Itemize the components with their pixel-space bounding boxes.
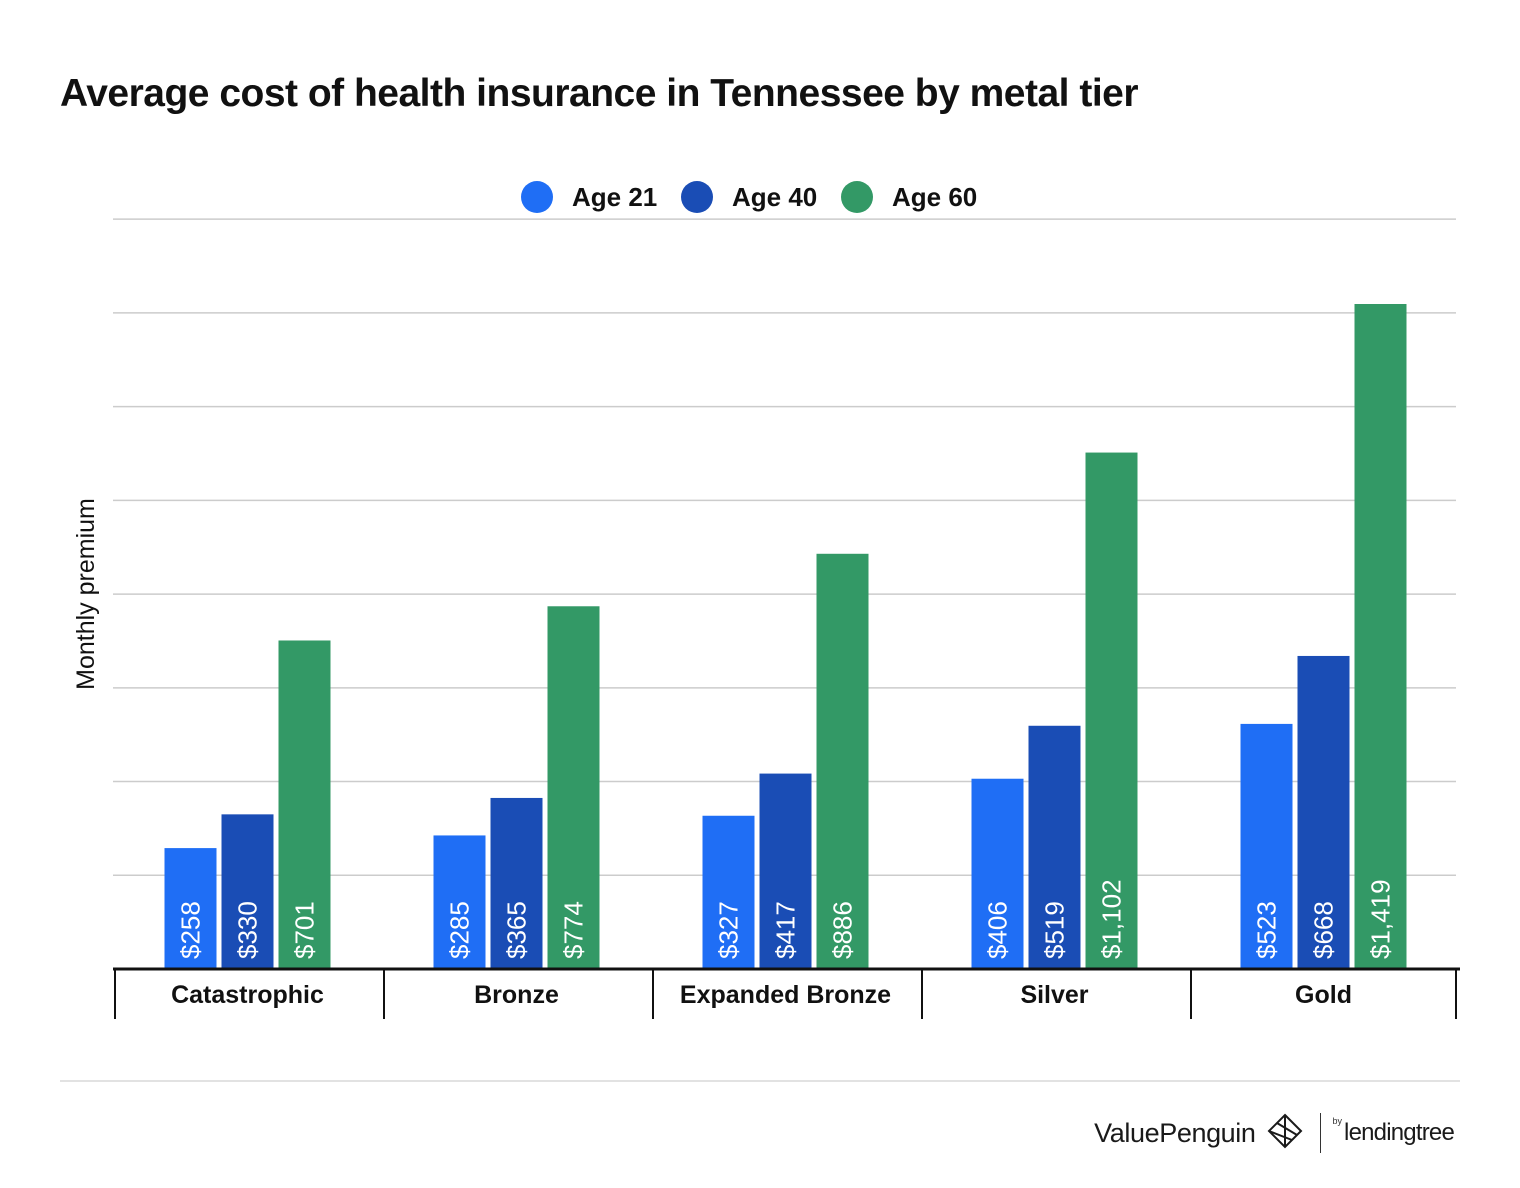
data-label: $668 bbox=[1309, 901, 1339, 959]
footer-divider bbox=[60, 1080, 1460, 1082]
bar-age-60-catastrophic bbox=[278, 640, 331, 969]
bar-age-40-expanded-bronze bbox=[759, 773, 812, 969]
valuepenguin-logo-text: ValuePenguin bbox=[1094, 1117, 1256, 1148]
bar-age-60-silver bbox=[1085, 452, 1138, 969]
bar-age-21-expanded-bronze bbox=[702, 815, 755, 969]
data-label: $417 bbox=[771, 901, 801, 959]
data-label: $406 bbox=[983, 901, 1013, 959]
bar-age-21-bronze bbox=[433, 835, 486, 969]
chart-title: Average cost of health insurance in Tenn… bbox=[60, 72, 1139, 115]
y-axis-label: Monthly premium bbox=[72, 498, 100, 690]
legend-label: Age 40 bbox=[732, 182, 817, 212]
data-label: $365 bbox=[502, 901, 532, 959]
legend-item: Age 40 bbox=[681, 181, 817, 213]
bar-age-40-catastrophic bbox=[221, 814, 274, 969]
x-tick-label: Gold bbox=[1295, 981, 1352, 1009]
bar-age-40-gold bbox=[1297, 655, 1350, 969]
x-tick-label: Silver bbox=[1020, 981, 1088, 1009]
legend-item: Age 21 bbox=[521, 181, 657, 213]
bar-age-21-silver bbox=[971, 778, 1024, 969]
lendingtree-logo-text: lendingtree bbox=[1344, 1119, 1455, 1146]
bar-chart: $258 $330 $701 $285 $365 $774 $327 $417 $886 $406… bbox=[72, 181, 1460, 1019]
data-label: $519 bbox=[1040, 901, 1070, 959]
legend-swatch bbox=[841, 181, 873, 213]
data-label: $330 bbox=[233, 901, 263, 959]
bar-age-40-bronze bbox=[490, 797, 543, 969]
data-label: $886 bbox=[828, 901, 858, 959]
x-tick-label: Expanded Bronze bbox=[680, 981, 891, 1009]
bar-age-21-gold bbox=[1240, 723, 1293, 969]
brand-by-label: by bbox=[1332, 1116, 1343, 1126]
legend-swatch bbox=[521, 181, 553, 213]
data-label: $327 bbox=[714, 901, 744, 959]
bar-age-60-bronze bbox=[547, 606, 600, 969]
data-label: $523 bbox=[1252, 901, 1282, 959]
branding: ValuePenguin by lendingtree bbox=[1094, 1110, 1455, 1156]
bar-age-60-gold bbox=[1354, 304, 1407, 969]
legend-label: Age 60 bbox=[892, 182, 977, 212]
valuepenguin-logo-icon bbox=[1267, 1113, 1302, 1149]
data-label: $285 bbox=[445, 901, 475, 959]
bar-age-21-catastrophic bbox=[164, 848, 217, 969]
data-label: $701 bbox=[290, 901, 320, 959]
data-label: $774 bbox=[559, 901, 589, 959]
x-tick-label: Bronze bbox=[474, 981, 559, 1009]
brand-separator bbox=[1319, 1113, 1321, 1153]
legend-swatch bbox=[681, 181, 713, 213]
bar-age-40-silver bbox=[1028, 725, 1081, 969]
legend-label: Age 21 bbox=[572, 182, 657, 212]
data-label: $258 bbox=[176, 901, 206, 959]
data-label: $1,102 bbox=[1097, 879, 1127, 959]
bar-age-60-expanded-bronze bbox=[816, 553, 869, 969]
legend-item: Age 60 bbox=[841, 181, 977, 213]
data-label: $1,419 bbox=[1366, 879, 1396, 959]
x-tick-label: Catastrophic bbox=[171, 981, 324, 1009]
